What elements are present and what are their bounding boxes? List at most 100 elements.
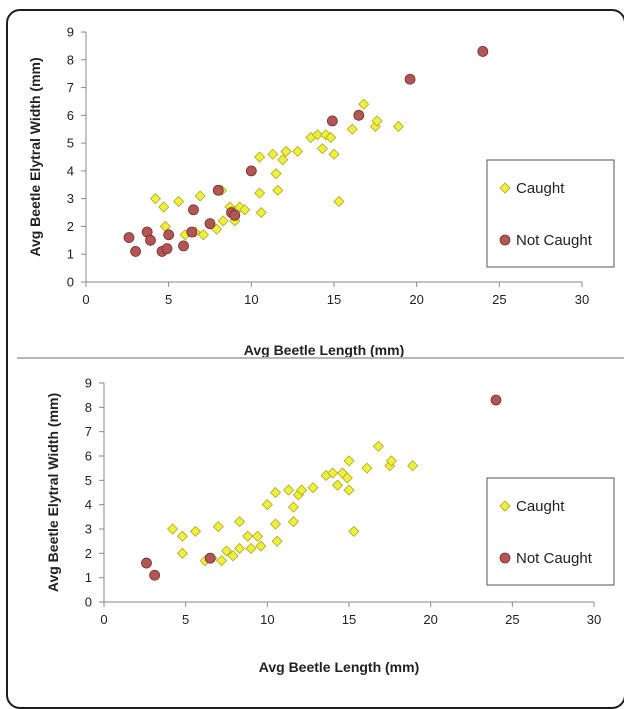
data-point-caught (327, 467, 339, 479)
data-point-not-caught (149, 569, 161, 581)
data-point-caught (212, 521, 224, 533)
data-point-caught (333, 195, 345, 208)
x-tick-label: 25 (492, 292, 506, 307)
data-point-caught (385, 455, 398, 467)
y-tick-label: 4 (67, 163, 74, 178)
data-point-not-caught (404, 73, 416, 85)
data-point-caught (254, 151, 266, 163)
y-tick-label: 6 (67, 108, 74, 123)
data-point-caught (311, 129, 324, 141)
scatter-chart-2: 0 1 2 3 4 5 6 7 8 9 0 5 10 15 20 25 30 Avg Beetle Length … (45, 376, 615, 675)
x-tick-label: 15 (342, 612, 356, 627)
data-point-caught (280, 145, 292, 158)
data-point-caught (216, 555, 228, 567)
data-point-caught (251, 530, 264, 542)
y-tick-label: 4 (85, 497, 92, 512)
x-tick-label: 20 (423, 612, 437, 627)
data-point-not-caught (229, 209, 241, 221)
data-point-not-caught (204, 218, 216, 230)
data-point-caught (296, 484, 308, 496)
y-axis-title: Avg Beetle Elytral Width (mm) (45, 393, 61, 592)
y-tick-label: 3 (85, 522, 92, 537)
data-point-caught (189, 525, 202, 537)
x-axis-title: Avg Beetle Length (mm) (244, 342, 405, 358)
data-point-caught (254, 187, 266, 199)
data-point-caught (245, 542, 257, 555)
data-point-caught (239, 204, 251, 216)
data-point-caught (158, 201, 170, 213)
data-point-caught (217, 215, 229, 227)
y-tick-label: 2 (67, 219, 74, 234)
legend-marker-not-caught (499, 234, 511, 246)
y-tick-label: 2 (85, 546, 92, 561)
data-point-not-caught (130, 246, 142, 257)
data-point-caught (361, 462, 373, 474)
data-point-caught (176, 547, 188, 559)
data-point-not-caught (353, 109, 365, 121)
y-tick-label: 0 (67, 275, 74, 290)
data-point-caught (176, 530, 188, 542)
data-point-caught (269, 518, 282, 530)
data-point-caught (271, 535, 283, 547)
x-tick-label: 20 (409, 292, 423, 307)
data-point-caught (270, 168, 282, 180)
x-tick-label: 15 (327, 292, 341, 307)
data-point-caught (283, 484, 295, 496)
x-tick-label: 5 (182, 612, 189, 627)
y-tick-label: 9 (67, 25, 74, 40)
data-point-caught (358, 98, 370, 110)
data-point-not-caught (326, 115, 338, 127)
data-point-caught (234, 516, 246, 528)
data-point-not-caught (178, 240, 189, 252)
x-tick-label: 25 (505, 612, 519, 627)
data-point-caught (261, 499, 273, 511)
data-point-caught (267, 148, 279, 160)
data-point-caught (343, 455, 355, 467)
y-axis-title: Avg Beetle Elytral Width (mm) (27, 57, 43, 256)
x-tick-label: 30 (575, 292, 589, 307)
legend-label: Caught (516, 498, 565, 515)
data-point-caught (372, 440, 384, 452)
data-point-caught (242, 530, 254, 542)
data-point-caught (173, 195, 185, 208)
y-tick-label: 1 (85, 570, 92, 585)
x-tick-label: 5 (165, 292, 172, 307)
y-tick-label: 0 (85, 595, 92, 610)
x-tick-label: 0 (100, 612, 107, 627)
legend-marker-caught (499, 182, 511, 194)
data-point-caught (269, 486, 282, 499)
data-point-caught (332, 479, 344, 491)
data-point-not-caught (245, 165, 257, 177)
data-point-caught (255, 206, 267, 219)
y-tick-label: 5 (67, 136, 74, 151)
data-point-caught (287, 516, 300, 528)
data-point-caught (167, 523, 179, 535)
data-point-caught (316, 143, 328, 155)
data-point-not-caught (141, 557, 152, 569)
y-tick-label: 7 (85, 424, 92, 439)
data-point-not-caught (123, 232, 135, 243)
data-point-caught (272, 184, 284, 196)
data-point-caught (341, 472, 353, 484)
data-point-not-caught (145, 234, 156, 246)
y-tick-label: 8 (85, 400, 92, 415)
data-point-not-caught (204, 552, 216, 564)
data-point-not-caught (477, 46, 489, 57)
y-tick-label: 5 (85, 473, 92, 488)
y-tick-label: 3 (67, 191, 74, 206)
legend-box (486, 159, 615, 268)
legend-label: Not Caught (516, 232, 593, 249)
data-point-not-caught (188, 204, 199, 216)
data-point-caught (255, 540, 267, 552)
x-axis-title: Avg Beetle Length (mm) (259, 659, 420, 675)
x-tick-label: 10 (244, 292, 258, 307)
data-point-caught (292, 145, 304, 158)
x-tick-label: 0 (82, 292, 89, 307)
y-tick-label: 1 (67, 247, 74, 262)
data-point-caught (325, 131, 337, 144)
data-point-caught (227, 550, 239, 562)
x-tick-label: 30 (587, 612, 601, 627)
data-point-caught (328, 148, 340, 160)
legend-marker-not-caught (499, 552, 511, 564)
